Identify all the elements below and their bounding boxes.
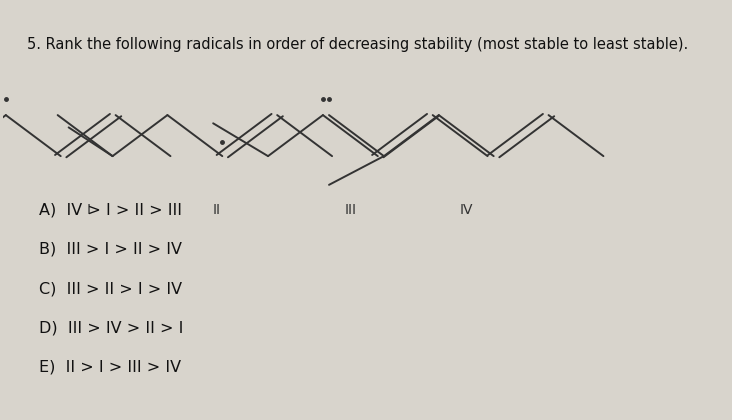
Text: E)  II > I > III > IV: E) II > I > III > IV [40, 360, 182, 375]
Text: D)  III > IV > II > I: D) III > IV > II > I [40, 320, 184, 336]
Text: IV: IV [460, 203, 473, 217]
Text: C)  III > II > I > IV: C) III > II > I > IV [40, 281, 182, 296]
Text: I: I [86, 203, 90, 217]
Text: III: III [344, 203, 356, 217]
Text: B)  III > I > II > IV: B) III > I > II > IV [40, 242, 182, 257]
Text: 5. Rank the following radicals in order of decreasing stability (most stable to : 5. Rank the following radicals in order … [27, 37, 688, 52]
Text: II: II [212, 203, 220, 217]
Text: A)  IV > I > II > III: A) IV > I > II > III [40, 202, 182, 218]
